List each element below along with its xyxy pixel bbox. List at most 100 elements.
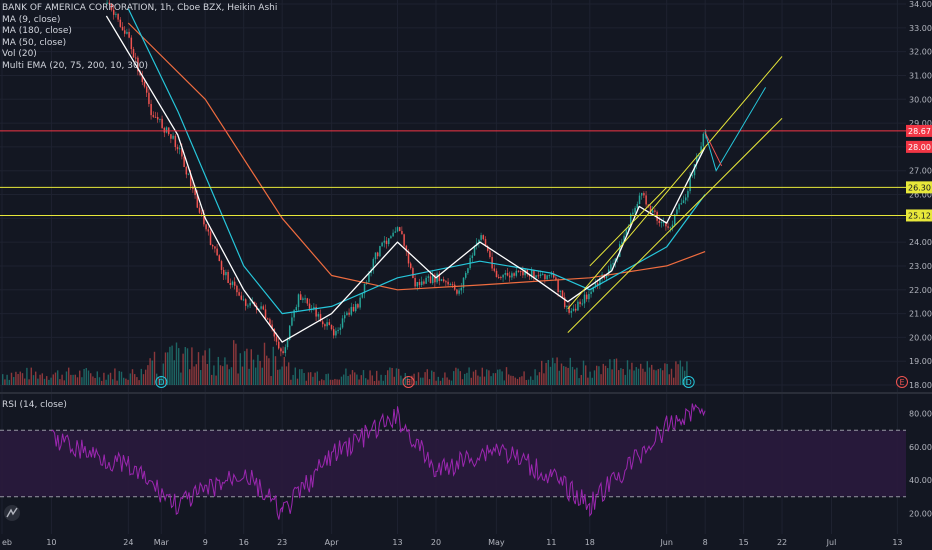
rsi-axis: 80.00 60.00 40.00 20.00 xyxy=(909,410,932,519)
candle-body xyxy=(163,127,166,133)
volume-bar xyxy=(567,367,569,385)
volume-bar xyxy=(292,374,294,385)
candle-body xyxy=(500,277,502,279)
price-tag-label: 26.30 xyxy=(908,183,931,192)
candle-body xyxy=(189,173,192,187)
volume-bar xyxy=(409,379,411,385)
volume-bar xyxy=(230,367,233,385)
volume-bar xyxy=(10,372,13,385)
volume-bar xyxy=(252,359,255,385)
candle-body xyxy=(451,284,454,286)
volume-bar xyxy=(472,371,475,385)
marker-label: D xyxy=(158,378,164,387)
volume-bar xyxy=(193,366,195,385)
legend-study-ma180[interactable]: MA (180, close) xyxy=(2,26,72,36)
volume-bar xyxy=(664,363,666,385)
volume-bar xyxy=(631,362,633,385)
price-tag-box xyxy=(906,140,932,153)
candle-body xyxy=(247,305,249,307)
volume-bar xyxy=(312,376,314,385)
volume-bar xyxy=(338,379,340,385)
legend-study-ma50[interactable]: MA (50, close) xyxy=(2,37,67,48)
volume-bar xyxy=(334,378,336,385)
candle-body xyxy=(368,273,370,282)
volume-bar xyxy=(13,377,15,385)
candle-body xyxy=(244,299,247,306)
volume-bar xyxy=(345,368,347,385)
candle-body xyxy=(471,255,474,259)
candle-body xyxy=(145,86,148,93)
volume-bar xyxy=(81,377,83,385)
volume-bar xyxy=(376,370,378,385)
volume-bar xyxy=(644,371,646,385)
volume-bar xyxy=(167,352,169,385)
candle-body xyxy=(288,325,291,340)
volume-bar xyxy=(87,370,90,385)
candle-body xyxy=(561,290,564,298)
candle-body xyxy=(106,2,108,4)
candle-body xyxy=(363,283,366,294)
legend-study-vol[interactable]: Vol (20) xyxy=(2,49,37,59)
volume-bar xyxy=(294,367,296,385)
volume-bar xyxy=(534,369,536,385)
candle-body xyxy=(222,269,225,276)
candle-body xyxy=(574,308,577,311)
volume-bar xyxy=(576,367,578,385)
volume-bar xyxy=(565,366,567,385)
volume-bar xyxy=(158,377,160,385)
volume-bar xyxy=(127,379,129,385)
candle-body xyxy=(442,279,445,282)
rsi-legend[interactable]: RSI (14, close) xyxy=(2,400,67,410)
candle-body xyxy=(504,272,507,275)
volume-bar xyxy=(393,376,395,385)
candle-body xyxy=(271,324,273,330)
volume-bar xyxy=(538,372,541,385)
time-tick-label: 8 xyxy=(703,538,708,547)
volume-bar xyxy=(354,372,356,385)
volume-bar xyxy=(530,376,532,385)
volume-bar xyxy=(147,365,149,385)
candle-body xyxy=(130,37,133,50)
volume-bar xyxy=(466,372,468,385)
candle-body xyxy=(636,204,639,208)
price-tick-label: 23.00 xyxy=(909,262,932,271)
candle-body xyxy=(445,281,447,283)
volume-bar xyxy=(620,368,622,385)
volume-bar xyxy=(389,367,391,385)
volume-bar xyxy=(131,369,134,385)
volume-bar xyxy=(83,368,85,385)
candle-body xyxy=(277,341,280,349)
candle-body xyxy=(343,315,346,319)
volume-bar xyxy=(259,360,261,385)
candle-body xyxy=(165,127,168,133)
candle-body xyxy=(238,292,240,296)
candle-body xyxy=(676,209,678,215)
candle-body xyxy=(429,276,432,284)
candle-body xyxy=(339,327,342,330)
volume-bar xyxy=(316,371,318,385)
candle-body xyxy=(559,290,562,293)
volume-bar xyxy=(541,360,543,385)
candle-body xyxy=(555,277,557,280)
candle-body xyxy=(563,297,566,308)
candle-body xyxy=(495,270,498,278)
candle-body xyxy=(220,261,223,270)
volume-bar xyxy=(257,354,259,385)
candle-body xyxy=(546,275,548,280)
volume-bar xyxy=(560,363,563,385)
volume-bar xyxy=(323,380,325,385)
legend-study-multi-ema[interactable]: Multi EMA (20, 75, 200, 10, 300) xyxy=(2,60,148,71)
volume-bar xyxy=(92,376,94,385)
volume-bar xyxy=(107,374,109,385)
volume-bar xyxy=(475,369,477,385)
candle-body xyxy=(698,155,700,157)
volume-bar xyxy=(24,378,26,385)
volume-bar xyxy=(624,374,626,385)
legend-study-ma9[interactable]: MA (9, close) xyxy=(2,14,61,25)
candle-body xyxy=(354,304,357,312)
candle-body xyxy=(321,321,324,325)
volume-bar xyxy=(626,360,629,385)
volume-bar xyxy=(63,380,65,385)
candle-body xyxy=(570,310,573,313)
